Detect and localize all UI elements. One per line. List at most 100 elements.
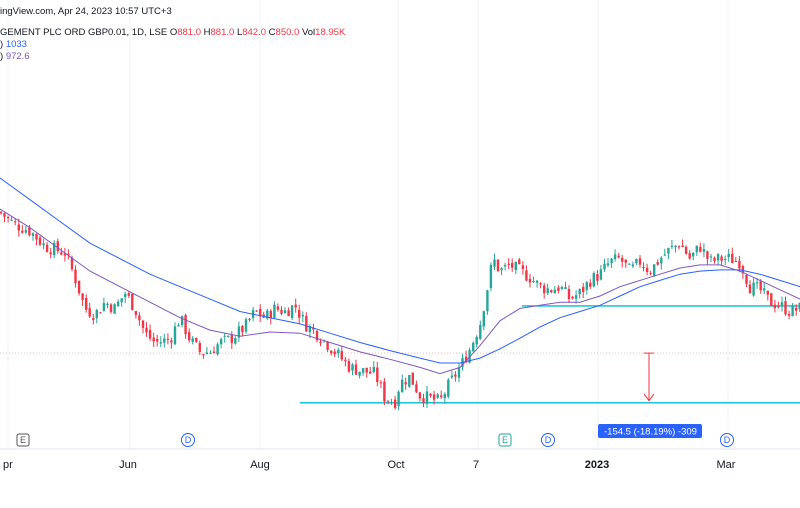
candle-body-181 — [642, 267, 644, 268]
candle-body-192 — [681, 246, 683, 248]
candle-body-96 — [341, 351, 343, 359]
candle-body-78 — [277, 306, 279, 309]
candle-body-206 — [731, 254, 733, 263]
candle-body-119 — [422, 398, 424, 403]
candle-body-184 — [653, 264, 655, 275]
candle-body-86 — [305, 316, 307, 332]
candle-body-48 — [170, 341, 172, 343]
sma-fast-line — [0, 209, 800, 374]
candle-body-65 — [231, 335, 233, 343]
candle-body-168 — [596, 274, 598, 281]
candle-body-156 — [554, 290, 556, 294]
event-letter-4: D — [724, 435, 731, 445]
candle-body-41 — [145, 328, 147, 333]
candle-body-4 — [14, 221, 16, 222]
x-tick-2: Aug — [250, 459, 270, 471]
candle-body-94 — [334, 352, 336, 355]
event-letter-2: E — [502, 435, 508, 445]
candle-body-219 — [777, 306, 779, 307]
dividend-marker-3[interactable]: D — [542, 434, 555, 447]
candle-body-52 — [184, 315, 186, 334]
candle-body-158 — [561, 287, 563, 289]
dividend-marker-1[interactable]: D — [182, 434, 195, 447]
candle-body-118 — [419, 392, 421, 398]
candle-body-69 — [245, 319, 247, 331]
candle-body-32 — [113, 304, 115, 314]
candle-body-204 — [724, 259, 726, 260]
candle-body-133 — [472, 343, 474, 351]
candle-body-159 — [564, 287, 566, 289]
candle-body-36 — [128, 293, 130, 296]
candle-body-102 — [362, 368, 364, 373]
earnings-marker-0[interactable]: E — [17, 434, 29, 446]
candle-body-55 — [195, 338, 197, 342]
candle-body-97 — [344, 360, 346, 361]
candle-body-35 — [124, 294, 126, 297]
candle-body-137 — [486, 290, 488, 311]
event-letter-1: D — [185, 435, 192, 445]
candle-body-114 — [405, 382, 407, 384]
candle-body-72 — [255, 311, 257, 312]
candle-body-13 — [46, 245, 48, 252]
candle-body-160 — [568, 289, 570, 299]
candle-body-66 — [234, 338, 236, 344]
candle-body-171 — [607, 263, 609, 265]
x-tick-6: Mar — [717, 459, 736, 471]
candle-body-95 — [337, 350, 339, 353]
candle-body-149 — [529, 279, 531, 283]
candle-body-120 — [426, 391, 428, 403]
candle-body-14 — [50, 252, 52, 254]
candle-body-193 — [685, 247, 687, 254]
candle-body-221 — [784, 301, 786, 314]
candle-body-54 — [192, 338, 194, 342]
candle-body-31 — [110, 305, 112, 312]
candle-body-176 — [625, 260, 627, 263]
candle-body-214 — [760, 281, 762, 291]
candle-body-43 — [153, 338, 155, 342]
symbol-legend[interactable]: GEMENT PLC ORD GBP0.01, 1D, LSE O881.0 H… — [0, 27, 345, 39]
candle-body-57 — [202, 354, 204, 355]
candle-body-145 — [515, 262, 517, 270]
candle-body-3 — [10, 220, 12, 221]
candle-body-105 — [373, 367, 375, 372]
candle-body-169 — [600, 269, 602, 279]
measure-tool[interactable]: -154.5 (-18.19%) -309 — [598, 353, 702, 438]
candle-body-45 — [160, 342, 162, 343]
candle-body-61 — [216, 344, 218, 354]
candle-body-79 — [280, 310, 282, 314]
candle-body-180 — [639, 258, 641, 264]
candle-body-81 — [287, 310, 289, 316]
candle-body-151 — [536, 281, 538, 283]
candle-body-17 — [60, 252, 62, 254]
high-label: H — [204, 27, 211, 38]
candle-body-174 — [618, 256, 620, 258]
candle-body-188 — [667, 248, 669, 254]
candle-body-216 — [767, 291, 769, 295]
candle-body-30 — [106, 304, 108, 305]
candle-body-212 — [752, 283, 754, 296]
candle-body-162 — [575, 295, 577, 299]
candle-body-173 — [614, 254, 616, 259]
candle-body-198 — [703, 249, 705, 252]
candle-body-103 — [366, 368, 368, 373]
candle-body-126 — [447, 380, 449, 397]
candle-body-147 — [522, 265, 524, 269]
candle-body-143 — [508, 264, 510, 265]
candle-body-40 — [142, 321, 144, 328]
candle-body-38 — [135, 311, 137, 315]
open-value: 881.0 — [177, 27, 201, 38]
ma-fast-legend[interactable]: ) 972.6 — [0, 51, 30, 63]
earnings-marker-2[interactable]: E — [499, 434, 511, 446]
ma-slow-legend[interactable]: ) 1033 — [0, 39, 27, 51]
x-tick-5: 2023 — [585, 459, 609, 471]
candle-body-153 — [543, 286, 545, 294]
event-letter-0: E — [20, 435, 26, 445]
candle-body-146 — [518, 260, 520, 265]
candle-body-22 — [78, 281, 80, 294]
dividend-marker-4[interactable]: D — [721, 434, 734, 447]
candle-body-112 — [397, 392, 399, 406]
grid — [8, 0, 728, 449]
candle-body-172 — [610, 259, 612, 264]
